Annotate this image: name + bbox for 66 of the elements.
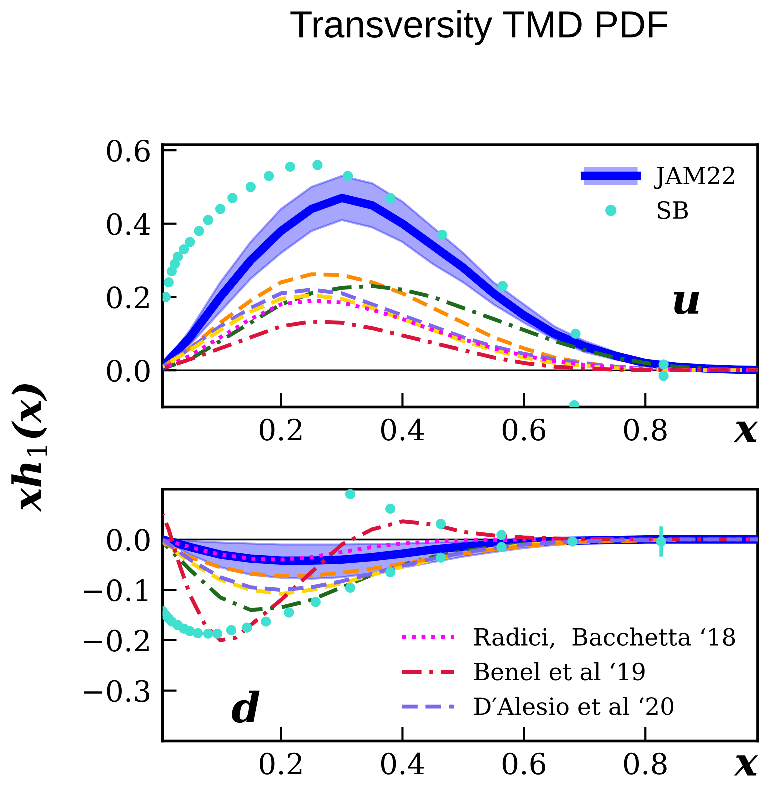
legend-label: SB <box>658 201 688 220</box>
y-axis-title: xh$_{1}$(x) <box>12 384 48 512</box>
point <box>310 597 321 608</box>
point <box>385 504 396 514</box>
point <box>246 182 256 192</box>
point <box>261 616 272 627</box>
x-tick-label: 0.4 <box>381 752 424 775</box>
point <box>436 552 446 563</box>
x-tick-label: 0.4 <box>381 418 424 441</box>
point <box>285 162 296 172</box>
point <box>264 171 274 182</box>
line-series <box>162 538 758 592</box>
legend-label: Benel et al ‘19 <box>474 662 645 681</box>
line-series <box>162 538 678 578</box>
point <box>570 328 581 340</box>
point <box>212 628 223 640</box>
point <box>345 582 356 594</box>
point <box>228 193 238 204</box>
line-series <box>162 320 758 373</box>
point <box>437 230 448 240</box>
point <box>226 625 237 636</box>
legend-label: JAM22 <box>654 166 734 190</box>
y-tick-label: −0.3 <box>84 680 150 702</box>
point <box>172 252 184 262</box>
point <box>192 628 204 639</box>
y-tick-label: 0.6 <box>107 140 150 162</box>
point <box>203 628 214 640</box>
y-tick-label: 0.4 <box>107 213 150 236</box>
point <box>312 160 323 170</box>
point <box>345 489 356 500</box>
x-axis-title: x <box>734 422 758 442</box>
y-tick-label: −0.2 <box>84 630 149 652</box>
point <box>179 244 190 255</box>
point <box>215 204 226 214</box>
x-tick-label: 0.8 <box>624 752 667 775</box>
x-tick-label: 0.6 <box>502 752 546 775</box>
point <box>385 193 396 204</box>
point <box>496 542 507 552</box>
point <box>385 567 396 578</box>
annotation: u <box>674 292 700 314</box>
point <box>342 171 354 182</box>
chart-title: Transversity TMD PDF <box>290 10 668 46</box>
y-tick-label: 0.0 <box>107 529 150 552</box>
point <box>203 215 214 226</box>
point <box>658 360 669 370</box>
y-tick-label: 0.2 <box>107 286 149 309</box>
x-tick-label: 0.8 <box>624 418 667 441</box>
annotation: d <box>232 690 260 724</box>
x-tick-label: 0.2 <box>260 752 302 775</box>
y-tick-label: 0.0 <box>107 360 150 382</box>
y-tick-label: −0.1 <box>84 580 148 602</box>
point <box>164 277 174 288</box>
point <box>194 226 204 236</box>
point <box>658 371 669 382</box>
point <box>496 530 507 540</box>
legend-label: D′Alesio et al ‘20 <box>474 697 674 716</box>
point <box>284 608 294 618</box>
point <box>185 237 196 248</box>
point <box>242 622 252 633</box>
x-tick-label: 0.2 <box>260 418 302 441</box>
point <box>498 281 508 292</box>
x-axis-title: x <box>734 756 758 776</box>
point <box>436 519 446 530</box>
x-tick-label: 0.6 <box>502 418 546 441</box>
legend-label: Radici, Bacchetta ‘18 <box>474 628 736 649</box>
point <box>185 626 196 636</box>
